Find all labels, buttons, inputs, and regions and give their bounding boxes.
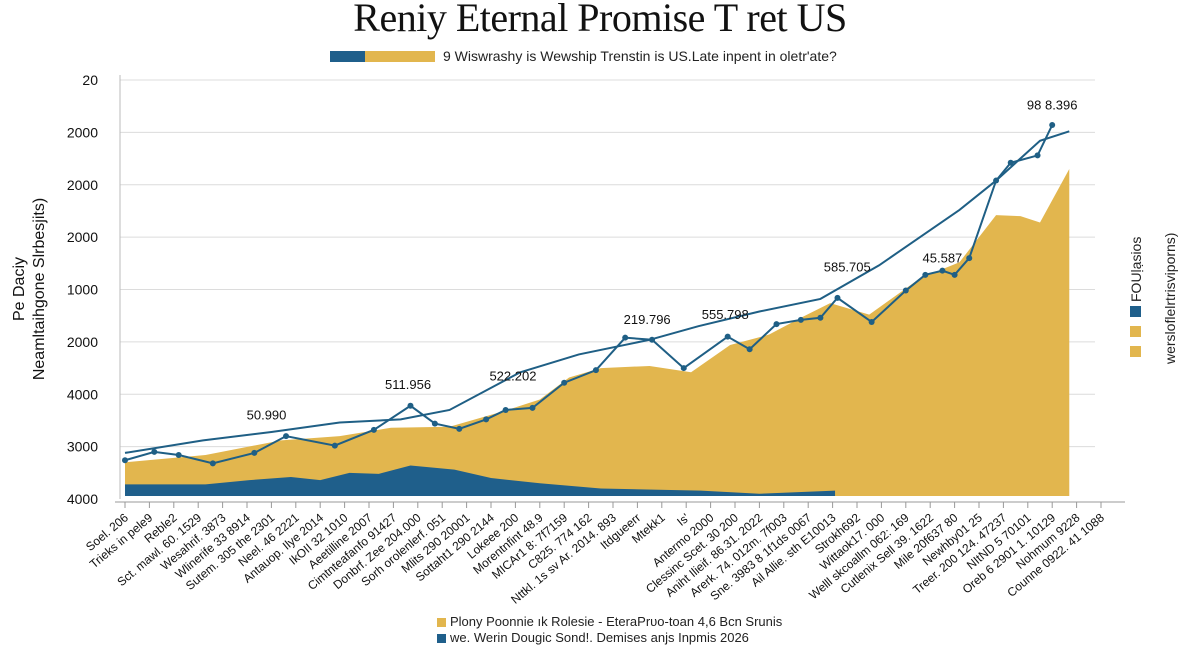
data-point — [951, 271, 958, 278]
y-tick-label: 2000 — [67, 177, 98, 193]
data-label: 219.796 — [624, 312, 671, 327]
legend-swatch-gold — [437, 617, 446, 627]
data-point — [724, 333, 731, 340]
data-point — [407, 402, 414, 409]
data-label: 555.798 — [702, 307, 749, 322]
chart-subtitle: 9 Wiswrashy is Wewship Trenstin is US.La… — [443, 48, 837, 64]
data-point — [456, 425, 463, 432]
data-point — [209, 460, 216, 467]
data-point — [561, 379, 568, 386]
data-point — [797, 316, 804, 323]
y-tick-label: 2000 — [67, 124, 98, 140]
data-point — [151, 448, 158, 455]
right-legend-label-2: wersloflelrtrisviporns) — [1162, 232, 1178, 364]
y-tick-label: 4000 — [67, 386, 98, 402]
right-legend-swatch-2 — [1130, 326, 1141, 337]
y-tick-label: 2000 — [67, 334, 98, 350]
data-label: 45.587 — [923, 250, 963, 265]
data-label: 511.956 — [385, 377, 431, 392]
data-point — [966, 255, 973, 262]
y-tick-label: 2000 — [67, 229, 98, 245]
data-point — [1049, 122, 1056, 129]
top-legend: 9 Wiswrashy is Wewship Trenstin is US.La… — [330, 48, 837, 64]
data-point — [431, 420, 438, 427]
bottom-legend-item: Plony Poonnie ık Rolesie - EteraPrυo-toa… — [437, 614, 782, 630]
legend-label: we. Werin Dougic Sond!. Demises anjs Inp… — [450, 630, 749, 645]
data-point — [649, 336, 656, 343]
data-label: 522.202 — [489, 369, 536, 384]
bottom-legend-item: we. Werin Dougic Sond!. Demises anjs Inp… — [437, 630, 782, 646]
data-point — [622, 334, 629, 341]
data-point — [773, 321, 780, 328]
data-point — [868, 318, 875, 325]
data-point — [122, 457, 128, 464]
y-tick-label: 4000 — [67, 491, 98, 507]
y-tick-label: 1000 — [67, 282, 98, 298]
right-legend-swatch-1 — [1130, 306, 1141, 317]
data-point — [993, 177, 1000, 184]
data-point — [939, 267, 946, 274]
data-point — [592, 367, 599, 374]
data-point — [370, 426, 377, 433]
y-tick-label: 3000 — [67, 439, 98, 455]
data-point — [529, 404, 536, 411]
top-legend-swatch-gold — [365, 50, 435, 62]
data-point — [817, 314, 824, 321]
bottom-legend: Plony Poonnie ık Rolesie - EteraPrυo-toa… — [437, 614, 782, 646]
data-point — [834, 294, 841, 301]
data-label: 98 8.396 — [1027, 97, 1078, 112]
data-point — [680, 365, 687, 372]
top-legend-swatch-blue — [330, 50, 365, 62]
data-point — [175, 452, 182, 459]
data-point — [1034, 152, 1041, 159]
data-label: 585.705 — [824, 260, 871, 275]
legend-swatch-blue — [437, 633, 446, 643]
data-point — [902, 287, 909, 294]
data-point — [922, 271, 929, 278]
right-legend-swatch-3 — [1130, 346, 1141, 357]
data-point — [483, 416, 490, 423]
data-point — [746, 346, 753, 353]
legend-label: Plony Poonnie ık Rolesie - EteraPrυo-toa… — [450, 614, 783, 629]
data-point — [331, 442, 338, 449]
data-point — [502, 406, 509, 413]
right-legend-label-1: FOUḷạsios — [1128, 236, 1144, 302]
area-series-0 — [125, 169, 1070, 496]
chart-title: Reniy Eternal Promise T ret US — [353, 0, 847, 40]
y-tick-label: 20 — [82, 72, 98, 88]
data-point — [1007, 159, 1014, 166]
data-point — [251, 449, 258, 456]
data-label: 50.990 — [247, 407, 287, 422]
area-series-1 — [125, 465, 836, 496]
data-point — [283, 433, 290, 440]
